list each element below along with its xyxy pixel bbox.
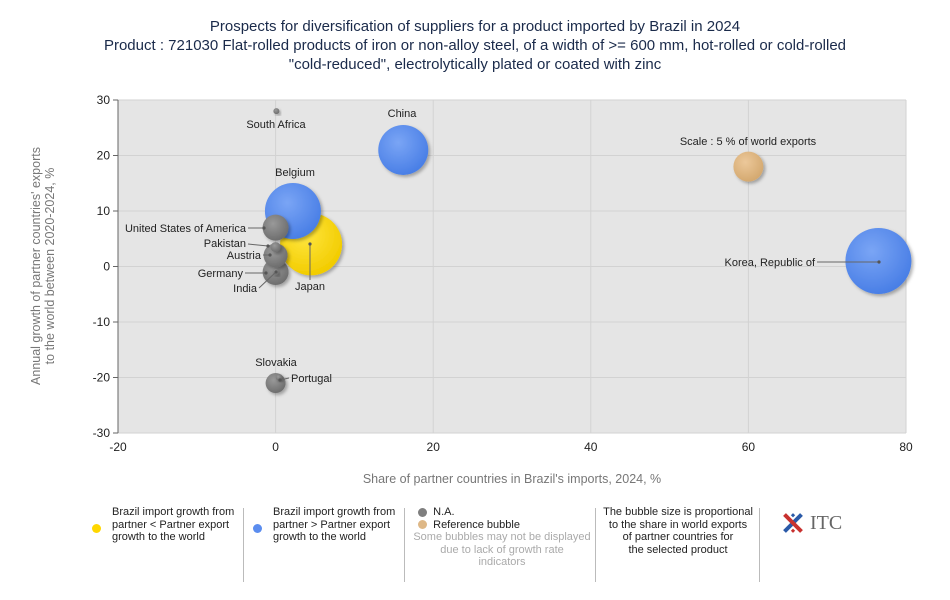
y-tick-label: 30 bbox=[97, 93, 111, 107]
itc-logo-text: ITC bbox=[810, 511, 843, 534]
legend-blue-line-3: growth to the world bbox=[273, 531, 366, 543]
leader-dot-portugal bbox=[278, 378, 282, 382]
bubble-scale-5-of-world-exports bbox=[733, 151, 764, 182]
blue-bubble-icon bbox=[253, 523, 262, 533]
size-note-line-3: of partner countries for bbox=[622, 531, 734, 543]
legend-reference-label: Reference bubble bbox=[433, 518, 520, 531]
label-korea-republic-of: Korea, Republic of bbox=[725, 257, 816, 269]
legend-blue-line-1: Brazil import growth from bbox=[273, 506, 396, 518]
na-note-line-2: due to lack of growth rate bbox=[440, 543, 564, 556]
label-portugal: Portugal bbox=[291, 373, 332, 385]
y-tick-label: 10 bbox=[97, 204, 111, 218]
x-axis-title: Share of partner countries in Brazil's i… bbox=[363, 472, 661, 486]
leader-line-india bbox=[258, 271, 277, 289]
legend-yellow-line-2: partner < Partner export bbox=[112, 518, 230, 531]
na-note: Some bubbles may not be displayed due to… bbox=[410, 531, 594, 569]
na-bubble-icon bbox=[418, 507, 427, 517]
legend-blue-line-2: partner > Partner export bbox=[273, 518, 391, 531]
itc-logo: ITC bbox=[780, 510, 842, 536]
bubble-pakistan bbox=[270, 242, 281, 253]
label-india: India bbox=[233, 283, 258, 295]
chart-title-line-1: Prospects for diversification of supplie… bbox=[210, 18, 740, 35]
bubble-chart: Prospects for diversification of supplie… bbox=[29, 18, 913, 486]
leader-dot-austria bbox=[268, 253, 272, 257]
na-note-line-3: indicators bbox=[478, 556, 526, 568]
legend-separator bbox=[243, 508, 244, 582]
x-tick-label: 20 bbox=[427, 440, 441, 454]
label-austria: Austria bbox=[227, 250, 262, 262]
reference-bubble-icon bbox=[418, 520, 427, 530]
grid-lines bbox=[113, 99, 907, 434]
y-axis-title-line-1: Annual growth of partner countries' expo… bbox=[29, 147, 43, 385]
bubble-austria bbox=[263, 243, 288, 268]
x-tick-label: 0 bbox=[272, 440, 279, 454]
x-tick-label: 60 bbox=[742, 440, 756, 454]
bubble-labels: South Africa China Scale : 5 % of world ex… bbox=[125, 108, 881, 385]
label-pakistan: Pakistan bbox=[204, 238, 246, 250]
label-south-africa: South Africa bbox=[246, 119, 306, 131]
leader-dot-united-states-of-america bbox=[262, 226, 266, 230]
leader-dot-pakistan bbox=[266, 244, 270, 248]
size-note-line-1: The bubble size is proportional bbox=[603, 506, 753, 518]
chart-title-line-2: Product : 721030 Flat-rolled products of… bbox=[104, 37, 846, 54]
legend-separator bbox=[759, 508, 760, 582]
leader-dot-germany bbox=[264, 271, 268, 275]
legend-separator bbox=[595, 508, 596, 582]
size-note-line-2: to the share in world exports bbox=[608, 518, 748, 531]
bubble-south-africa bbox=[273, 108, 280, 115]
bubble-slovakia bbox=[265, 373, 286, 394]
legend-other: N.A. Reference bubble Some bubbles may n… bbox=[410, 506, 594, 569]
x-tick-label: -20 bbox=[109, 440, 127, 454]
na-note-line-1: Some bubbles may not be displayed bbox=[413, 531, 591, 543]
legend-na-label: N.A. bbox=[433, 506, 455, 518]
size-note: The bubble size is proportional to the s… bbox=[597, 506, 759, 556]
leader-dot-india bbox=[274, 270, 278, 274]
label-united-states-of-america: United States of America bbox=[125, 223, 247, 235]
bubble-united-states-of-america bbox=[262, 214, 289, 241]
y-tick-label: 0 bbox=[103, 260, 110, 274]
label-china: China bbox=[388, 108, 418, 120]
x-tick-label: 80 bbox=[899, 440, 913, 454]
chart-title-line-3: "cold-reduced", electrolytically plated … bbox=[289, 56, 662, 73]
itc-logo-icon bbox=[783, 513, 803, 533]
legend-blue: Brazil import growth from partner > Part… bbox=[253, 506, 403, 544]
y-tick-label: -10 bbox=[93, 315, 111, 329]
y-axis-title-line-2: to the world between 2020-2024, % bbox=[43, 168, 57, 365]
label-japan: Japan bbox=[295, 281, 325, 293]
bubble-china bbox=[378, 124, 429, 175]
x-tick-label: 40 bbox=[584, 440, 598, 454]
legend-yellow: Brazil import growth from partner < Part… bbox=[92, 506, 242, 544]
legend-yellow-line-1: Brazil import growth from bbox=[112, 506, 235, 518]
label-germany: Germany bbox=[198, 268, 244, 280]
legend-separator bbox=[404, 508, 405, 582]
y-tick-label: -20 bbox=[93, 371, 111, 385]
label-scale-5-of-world-exports: Scale : 5 % of world exports bbox=[680, 136, 817, 148]
leader-dot-korea-republic-of bbox=[877, 260, 881, 264]
size-note-line-4: the selected product bbox=[628, 543, 728, 556]
label-slovakia: Slovakia bbox=[255, 357, 297, 369]
legend-yellow-line-3: growth to the world bbox=[112, 531, 205, 543]
leader-dot-japan bbox=[308, 242, 312, 246]
yellow-bubble-icon bbox=[92, 523, 101, 533]
label-belgium: Belgium bbox=[275, 167, 315, 179]
leader-line-pakistan bbox=[247, 243, 269, 247]
y-tick-label: 20 bbox=[97, 149, 111, 163]
y-tick-label: -30 bbox=[93, 426, 111, 440]
